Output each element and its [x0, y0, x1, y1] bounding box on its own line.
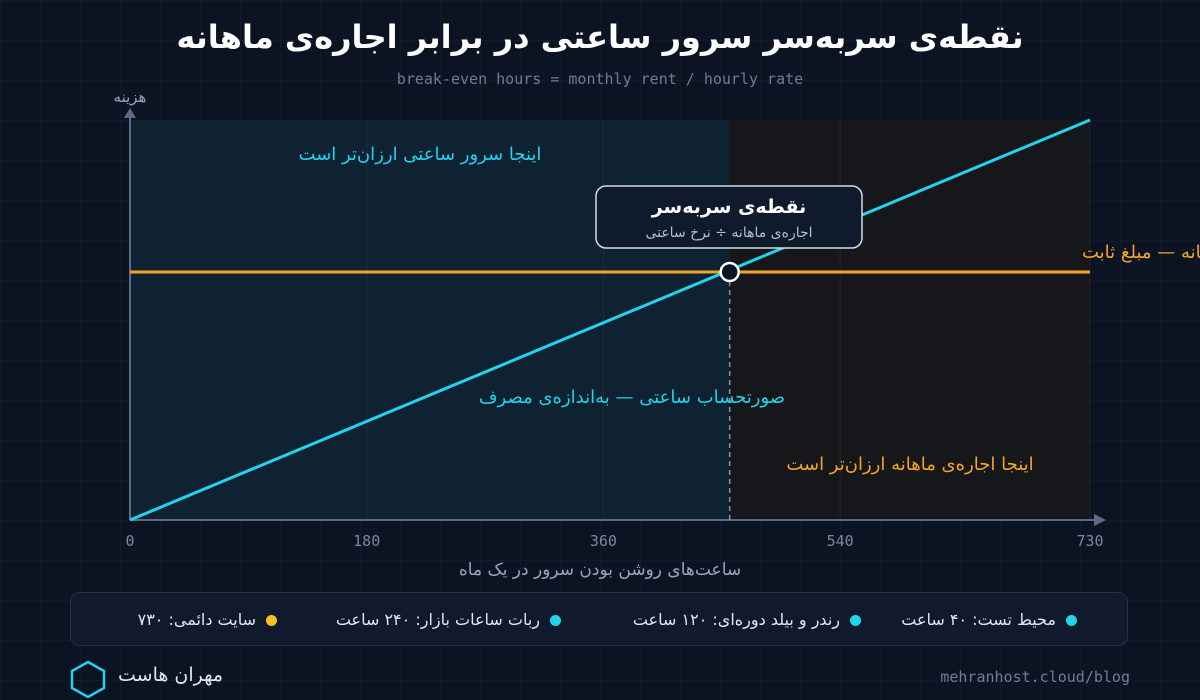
- hourly-billing-line: [129, 118, 1091, 522]
- x-tick-label: 540: [827, 532, 854, 550]
- legend-item-market-bot: ربات ساعات بازار: ۲۴۰ ساعت: [336, 593, 561, 647]
- legend: محیط تست: ۴۰ ساعت رندر و بیلد دوره‌ای: ۱…: [70, 592, 1128, 646]
- brand-name: مهران هاست: [118, 664, 224, 686]
- break-even-callout: [595, 185, 863, 249]
- hourly-cheaper-label: اینجا سرور ساعتی ارزان‌تر است: [299, 144, 542, 165]
- hexagon-logo-icon: [70, 660, 106, 698]
- x-tick-label: 360: [590, 532, 617, 550]
- hourly-cheaper-region: [130, 120, 730, 520]
- break-even-point: [719, 261, 740, 283]
- legend-dot-icon: [850, 615, 861, 626]
- site-url: mehranhost.cloud/blog: [940, 668, 1130, 686]
- legend-item-test-env: محیط تست: ۴۰ ساعت: [901, 593, 1077, 647]
- legend-label: ربات ساعات بازار: ۲۴۰ ساعت: [335, 610, 540, 629]
- legend-label: رندر و بیلد دوره‌ای: ۱۲۰ ساعت: [632, 610, 840, 629]
- legend-item-render: رندر و بیلد دوره‌ای: ۱۲۰ ساعت: [633, 593, 861, 647]
- monthly-cheaper-label: اینجا اجاره‌ی ماهانه ارزان‌تر است: [786, 454, 1033, 475]
- legend-dot-icon: [1066, 615, 1077, 626]
- y-axis-arrow-icon: [124, 108, 136, 118]
- callout-formula: اجاره‌ی ماهانه ÷ نرخ ساعتی: [645, 225, 812, 241]
- x-tick-labels: 0 180 360 540 730: [125, 532, 1103, 550]
- chart-title: نقطه‌ی سربه‌سر سرور ساعتی در برابر اجاره…: [176, 18, 1024, 56]
- x-tick-label: 180: [353, 532, 380, 550]
- x-tick-label: 730: [1076, 532, 1103, 550]
- y-axis-title: هزینه: [114, 88, 147, 106]
- hourly-billing-label: صورتحساب ساعتی — به‌اندازه‌ی مصرف: [479, 387, 785, 408]
- x-axis-title: ساعت‌های روشن بودن سرور در یک ماه: [458, 560, 742, 580]
- legend-dot-icon: [550, 615, 561, 626]
- legend-dot-icon: [266, 615, 277, 626]
- x-tick-label: 0: [125, 532, 134, 550]
- callout-title: نقطه‌ی سربه‌سر: [651, 196, 807, 218]
- legend-item-permanent-site: سایت دائمی: ۷۳۰: [138, 593, 277, 647]
- x-axis-arrow-icon: [1094, 514, 1106, 526]
- legend-label: محیط تست: ۴۰ ساعت: [901, 610, 1056, 629]
- legend-label: سایت دائمی: ۷۳۰: [137, 610, 256, 629]
- chart-subtitle: break-even hours = monthly rent / hourly…: [396, 70, 804, 88]
- monthly-rent-label: اجاره‌ی ماهانه — مبلغ ثابت: [1082, 242, 1200, 263]
